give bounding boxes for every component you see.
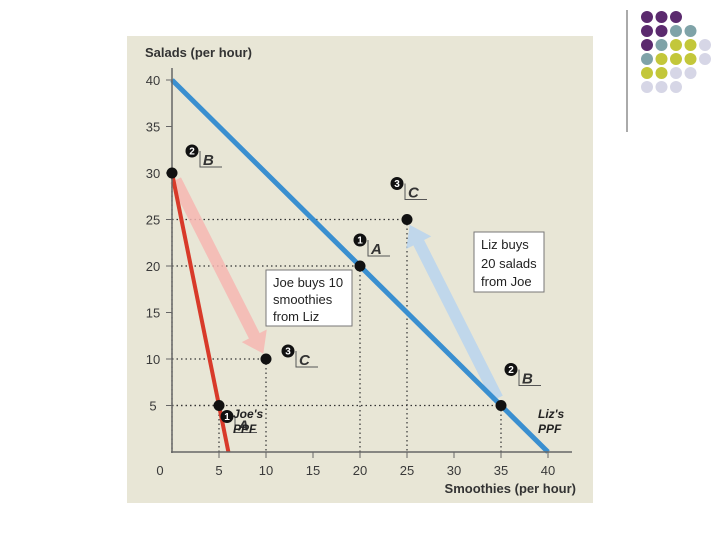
label-num-badge-liz-B [504,363,518,376]
x-tick-label-5: 5 [215,463,222,478]
deco-dot [641,39,653,51]
y-tick-label-5: 5 [149,399,156,414]
label-num-joe-A: 1 [224,412,230,423]
x-tick-label-40: 40 [541,463,555,478]
label-letter-liz-C: C [408,185,420,202]
x-tick-label-0: 0 [156,463,163,478]
deco-dot [670,25,682,37]
svg-text:from Joe: from Joe [481,274,532,289]
svg-text:20 salads: 20 salads [481,256,537,271]
label-num-liz-A: 1 [357,236,363,247]
svg-text:Joe buys 10: Joe buys 10 [273,275,343,290]
label-letter-joe-C: C [299,352,311,369]
deco-dot [670,39,682,51]
deco-dot [684,25,697,37]
decorative-dot-grid [626,10,711,132]
label-bracket-joe-B [199,151,222,168]
callout-liz-trade: Liz buys 20 salads from Joe [473,231,545,293]
y-tick-label-20: 20 [146,259,160,274]
label-bracket-liz-A [367,240,390,257]
label-num-badge-joe-B [185,144,199,158]
deco-dot [655,67,668,79]
y-tick-label-35: 35 [146,120,160,135]
deco-dot [699,39,711,51]
liz-ppf-label: Liz's PPF [538,407,565,436]
svg-text:Liz buys: Liz buys [481,237,529,252]
label-bracket-joe-C [295,351,318,368]
point-liz-A [354,260,366,272]
x-tick-label-15: 15 [306,463,320,478]
y-tick-label-15: 15 [146,306,160,321]
svg-text:smoothies: smoothies [273,292,333,307]
point-joe-B [166,167,178,179]
label-letter-joe-A: A [237,418,249,435]
y-tick-label-30: 30 [146,166,160,181]
label-num-joe-B: 2 [189,147,195,158]
label-letter-joe-B: B [203,152,214,169]
y-tick-label-40: 40 [146,73,160,88]
svg-text:Liz's: Liz's [538,407,565,421]
label-letter-liz-A: A [370,241,382,258]
label-bracket-liz-B [518,369,541,386]
x-tick-label-25: 25 [400,463,414,478]
deco-dot [670,67,682,79]
svg-text:PPF: PPF [233,422,257,436]
deco-dot [641,25,653,37]
arrow-liz-trade [406,224,503,402]
deco-dot [655,39,668,51]
x-tick-label-20: 20 [353,463,367,478]
label-num-badge-liz-A [353,233,367,247]
label-num-liz-B: 2 [508,365,514,376]
y-tick-label-25: 25 [146,213,160,228]
x-tick-label-35: 35 [494,463,508,478]
deco-dot [670,81,682,93]
y-tick-label-10: 10 [146,352,160,367]
deco-dot [655,81,668,93]
deco-dot [655,25,668,37]
point-liz-B [495,400,507,411]
deco-dot [655,53,668,65]
callout-joe-trade: Joe buys 10 smoothies from Liz [265,269,353,327]
point-liz-C [401,214,413,225]
label-num-badge-joe-A [220,410,234,423]
y-axis-label: Salads (per hour) [145,45,252,60]
deco-dot [684,53,697,65]
label-bracket-joe-A [234,416,257,433]
label-letter-liz-B: B [522,371,533,388]
svg-text:PPF: PPF [538,422,562,436]
svg-text:from Liz: from Liz [273,309,319,324]
x-tick-label-30: 30 [447,463,461,478]
deco-dot [641,81,653,93]
label-num-joe-C: 3 [285,347,291,358]
deco-dot [684,67,697,79]
joe-ppf-label: Joe's PPF [233,407,264,436]
deco-dot [670,11,682,23]
deco-dot [684,39,697,51]
arrow-joe-trade [170,177,267,354]
point-joe-C [260,353,272,365]
label-num-liz-C: 3 [394,179,400,190]
deco-dot [655,11,668,23]
label-bracket-liz-C [404,183,427,200]
deco-dot [699,53,711,65]
deco-dot [641,11,653,23]
deco-dot [670,53,682,65]
svg-text:Joe's: Joe's [233,407,264,421]
deco-dot [641,67,653,79]
label-num-badge-joe-C [281,344,295,358]
label-num-badge-liz-C [390,177,404,190]
point-joe-A [213,400,225,411]
x-tick-label-10: 10 [259,463,273,478]
deco-dot [641,53,653,65]
x-axis-label: Smoothies (per hour) [445,481,576,496]
